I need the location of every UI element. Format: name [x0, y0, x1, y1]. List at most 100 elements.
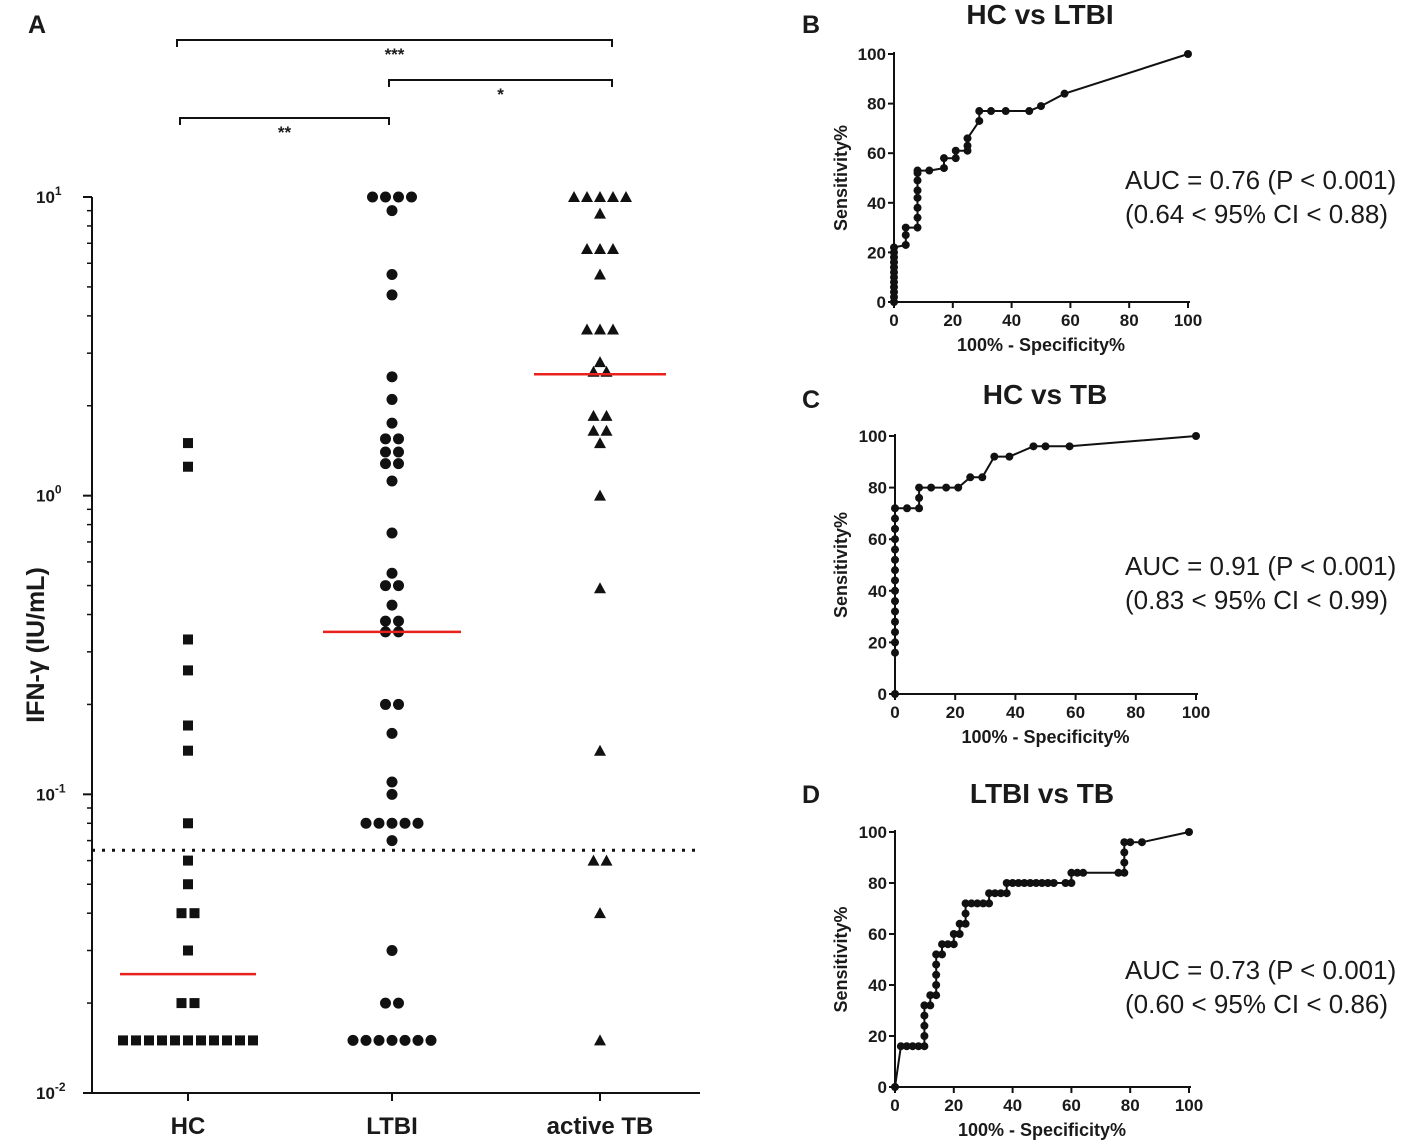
roc-point — [1120, 848, 1129, 857]
data-point — [425, 1034, 437, 1046]
roc-point — [913, 223, 922, 232]
roc-point — [990, 452, 999, 461]
roc-point — [1002, 879, 1011, 887]
data-point — [581, 242, 593, 254]
data-point — [594, 437, 606, 449]
data-point — [386, 417, 398, 429]
data-point — [183, 855, 193, 866]
roc-point — [891, 555, 899, 564]
y-axis-title: IFN-γ (IU/mL) — [22, 567, 50, 723]
y-tick-exponent: 1 — [55, 184, 62, 198]
x-tick-label: 40 — [1003, 1096, 1022, 1115]
roc-point — [951, 154, 960, 163]
data-point — [170, 1035, 180, 1046]
roc-point — [891, 690, 899, 698]
roc-point — [920, 1032, 929, 1040]
data-point — [594, 191, 606, 202]
roc-point — [942, 483, 951, 492]
x-tick-label: 40 — [1002, 311, 1021, 330]
data-point — [412, 817, 424, 829]
y-tick-label: 40 — [867, 194, 886, 213]
y-tick-label: 0 — [877, 293, 886, 312]
roc-point — [1073, 868, 1082, 877]
roc-point — [1041, 442, 1050, 451]
roc-point — [967, 899, 976, 908]
roc-point — [1025, 107, 1034, 116]
roc-point — [891, 576, 899, 585]
roc-point — [1126, 838, 1135, 847]
data-point — [183, 745, 193, 756]
data-point — [393, 615, 404, 627]
y-tick-label: 80 — [868, 479, 887, 498]
data-point — [386, 788, 398, 800]
ci-text: (0.64 < 95% CI < 0.88) — [1125, 199, 1388, 229]
data-point — [386, 817, 398, 829]
data-point — [380, 698, 391, 710]
roc-point — [1043, 879, 1052, 887]
roc-point — [903, 504, 912, 513]
roc-point — [932, 981, 941, 989]
data-point — [607, 323, 619, 335]
roc-point — [891, 607, 899, 616]
y-tick-exponent: -2 — [55, 1080, 66, 1094]
data-point — [594, 356, 606, 368]
data-point — [380, 615, 391, 627]
significance-bracket — [176, 39, 613, 47]
roc-point — [985, 899, 994, 908]
roc-point — [1137, 838, 1146, 847]
roc-point — [891, 1083, 899, 1091]
roc-point — [1120, 858, 1129, 867]
data-point — [393, 433, 404, 445]
data-point — [620, 191, 632, 202]
roc-point — [891, 514, 899, 523]
data-point — [196, 1035, 206, 1046]
x-tick-label: 20 — [943, 311, 962, 330]
roc-point — [1038, 879, 1046, 887]
data-point — [222, 1035, 232, 1046]
roc-point — [920, 1011, 929, 1020]
auc-text: AUC = 0.73 (P < 0.001) — [1125, 955, 1396, 985]
data-point — [189, 908, 200, 919]
roc-point — [913, 186, 922, 195]
roc-point — [926, 1001, 935, 1010]
roc-point — [1001, 107, 1010, 116]
y-tick-exponent: -1 — [55, 781, 66, 795]
roc-point — [913, 176, 922, 185]
data-point — [399, 1034, 411, 1046]
y-axis-title: Sensitivity% — [831, 906, 851, 1012]
data-point — [600, 854, 613, 866]
roc-point — [975, 116, 984, 125]
data-point — [581, 323, 593, 335]
roc-point — [961, 909, 970, 918]
y-tick-label: 40 — [868, 976, 887, 995]
roc-point — [1029, 442, 1038, 451]
data-point — [600, 424, 613, 436]
data-point — [183, 818, 193, 829]
data-point — [386, 599, 398, 611]
data-point — [386, 371, 398, 383]
data-point — [367, 191, 378, 203]
roc-point — [914, 1042, 923, 1051]
data-point — [209, 1035, 219, 1046]
data-point — [587, 409, 600, 421]
significance-label: ** — [278, 123, 292, 142]
data-point — [131, 1035, 141, 1046]
roc-point — [1067, 879, 1076, 887]
y-tick-base: 10 — [36, 785, 55, 804]
roc-point — [920, 1021, 929, 1030]
roc-point — [891, 628, 899, 637]
x-axis-title: 100% - Specificity% — [957, 335, 1125, 355]
data-point — [183, 461, 193, 472]
data-point — [386, 269, 398, 281]
data-point — [386, 205, 398, 217]
roc-point — [891, 545, 899, 554]
data-point — [587, 424, 600, 436]
roc-point — [1014, 879, 1023, 887]
y-tick-label: 60 — [867, 144, 886, 163]
data-point — [183, 634, 193, 645]
roc-point — [901, 231, 910, 240]
significance-label: * — [497, 85, 504, 104]
data-point — [594, 207, 606, 219]
roc-point — [975, 107, 984, 116]
